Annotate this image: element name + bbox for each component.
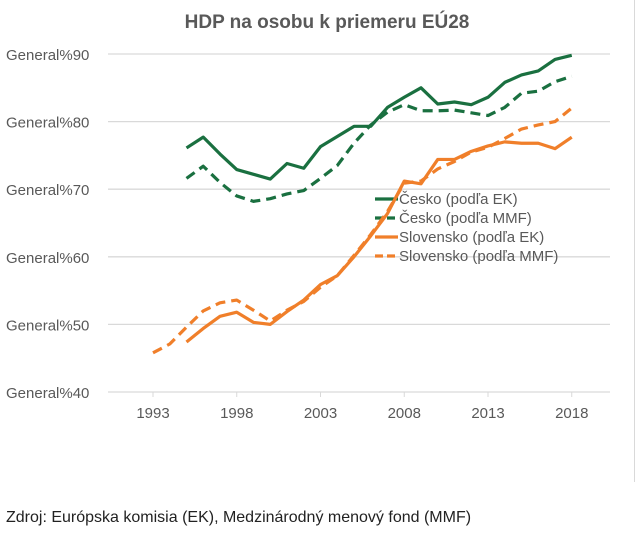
x-tick-label: 2018 — [555, 405, 588, 422]
legend-label: Slovensko (podľa EK) — [399, 229, 544, 246]
y-tick-label: General%70 — [6, 182, 89, 199]
source-note: Zdroj: Európska komisia (EK), Medzinárod… — [6, 509, 472, 526]
x-tick-label: 1993 — [136, 405, 169, 422]
legend-label: Česko (podľa EK) — [399, 191, 518, 208]
chart-title: HDP na osobu k priemeru EÚ28 — [185, 11, 470, 33]
series-line-1 — [185, 74, 573, 203]
legend-label: Česko (podľa MMF) — [399, 210, 532, 227]
line-chart: HDP na osobu k priemeru EÚ28 General%40 Ge… — [6, 11, 610, 422]
y-tick-label: General%40 — [6, 385, 89, 402]
y-tick-label: General%50 — [6, 317, 89, 334]
x-tick-label: 1998 — [220, 405, 253, 422]
y-tick-label: General%80 — [6, 115, 89, 132]
series-line-3 — [152, 106, 573, 355]
x-tick-label: 2008 — [388, 405, 421, 422]
x-tick-label: 2003 — [304, 405, 337, 422]
chart: HDP na osobu k priemeru EÚ28 General%40 Ge… — [6, 0, 635, 482]
x-tick-label: 2013 — [471, 405, 504, 422]
legend-label: Slovensko (podľa MMF) — [399, 248, 558, 265]
y-tick-label: General%90 — [6, 47, 89, 64]
y-tick-label: General%60 — [6, 250, 89, 267]
